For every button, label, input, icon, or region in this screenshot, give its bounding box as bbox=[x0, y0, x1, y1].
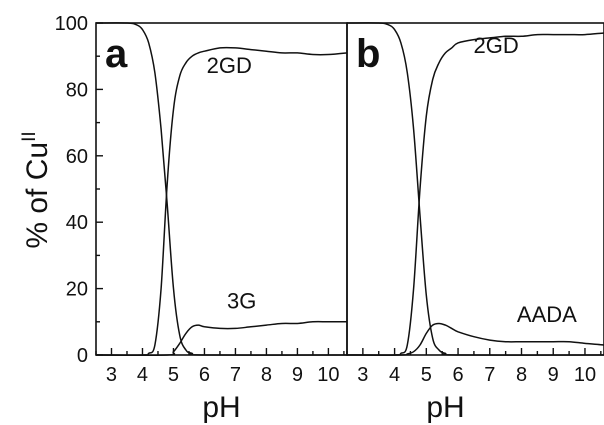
x-tick-label: 5 bbox=[421, 364, 432, 386]
y-axis-title-superscript: II bbox=[19, 131, 40, 142]
y-axis-title: % of CuII bbox=[19, 131, 54, 248]
x-tick-label: 10 bbox=[317, 364, 339, 386]
x-tick-label: 10 bbox=[574, 364, 596, 386]
x-tick-label: 7 bbox=[484, 364, 495, 386]
y-tick-label: 100 bbox=[55, 13, 88, 35]
y-tick-label: 40 bbox=[66, 212, 88, 234]
x-tick-label: 3 bbox=[357, 364, 368, 386]
x-tick-label: 8 bbox=[261, 364, 272, 386]
x-tick-label: 9 bbox=[292, 364, 303, 386]
series-line-3g bbox=[95, 320, 347, 357]
y-tick-label: 80 bbox=[66, 79, 88, 101]
series-label-3g: 3G bbox=[227, 289, 256, 314]
x-tick-label: 4 bbox=[389, 364, 400, 386]
x-tick-label: 7 bbox=[230, 364, 241, 386]
series-line-aada bbox=[346, 322, 604, 356]
series-line-2gd bbox=[95, 46, 348, 356]
x-axis-title: pH bbox=[426, 391, 464, 424]
series-label-2gd: 2GD bbox=[473, 33, 518, 58]
series-label-2gd: 2GD bbox=[207, 53, 252, 78]
x-tick-label: 8 bbox=[516, 364, 527, 386]
x-tick-label: 3 bbox=[106, 364, 117, 386]
x-tick-label: 9 bbox=[548, 364, 559, 386]
x-tick-label: 4 bbox=[137, 364, 148, 386]
y-axis-title-main: % of Cu bbox=[21, 142, 54, 249]
series-label-aada: AADA bbox=[517, 302, 577, 327]
x-tick-label: 6 bbox=[199, 364, 210, 386]
panel-b: 3 4 5 6 7 8 9 10 2GD AADA b pH bbox=[346, 22, 604, 424]
x-tick-label: 5 bbox=[168, 364, 179, 386]
y-tick-label: 0 bbox=[77, 345, 88, 367]
panel-label: a bbox=[105, 32, 128, 76]
x-tick-label: 6 bbox=[452, 364, 463, 386]
series-line-2gd bbox=[346, 32, 604, 356]
panel-label: b bbox=[356, 32, 380, 76]
x-axis-title: pH bbox=[202, 391, 240, 424]
y-tick-label: 20 bbox=[66, 279, 88, 301]
y-tick-label: 60 bbox=[66, 146, 88, 168]
